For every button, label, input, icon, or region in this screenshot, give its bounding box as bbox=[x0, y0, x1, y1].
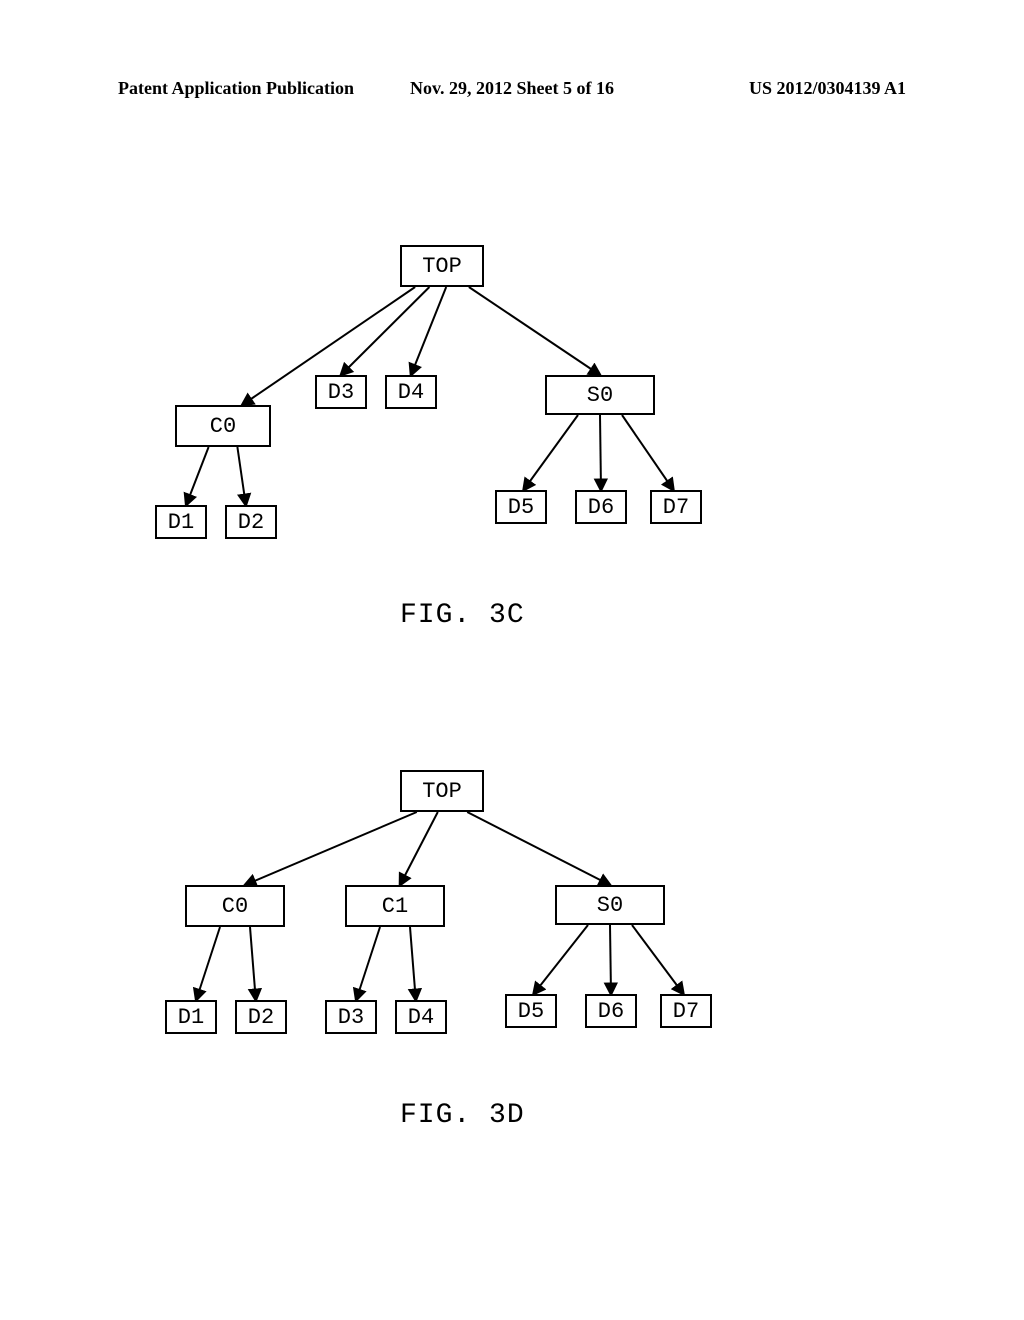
tree-edge bbox=[600, 415, 601, 490]
tree-node-c1: C1 bbox=[345, 885, 445, 927]
header-right: US 2012/0304139 A1 bbox=[749, 78, 906, 99]
tree-node-s0: S0 bbox=[555, 885, 665, 925]
tree-edge bbox=[237, 447, 245, 505]
tree-node-d5: D5 bbox=[505, 994, 557, 1028]
tree-node-top: TOP bbox=[400, 245, 484, 287]
tree-edge bbox=[341, 287, 429, 375]
tree-edge bbox=[245, 812, 417, 885]
tree-node-d6: D6 bbox=[585, 994, 637, 1028]
tree-edge bbox=[534, 925, 588, 994]
tree-edge bbox=[250, 927, 256, 1000]
tree-node-c0: C0 bbox=[175, 405, 271, 447]
tree-node-s0: S0 bbox=[545, 375, 655, 415]
tree-node-d2: D2 bbox=[225, 505, 277, 539]
page: Patent Application Publication Nov. 29, … bbox=[0, 0, 1024, 1320]
tree-node-d5: D5 bbox=[495, 490, 547, 524]
tree-node-d1: D1 bbox=[155, 505, 207, 539]
tree-node-d4: D4 bbox=[385, 375, 437, 409]
tree-node-d2: D2 bbox=[235, 1000, 287, 1034]
figure-caption: FIG. 3C bbox=[400, 600, 525, 631]
tree-edge bbox=[467, 812, 610, 885]
tree-node-d6: D6 bbox=[575, 490, 627, 524]
tree-node-d1: D1 bbox=[165, 1000, 217, 1034]
tree-node-d3: D3 bbox=[315, 375, 367, 409]
tree-edge bbox=[469, 287, 600, 375]
tree-edge bbox=[400, 812, 438, 885]
tree-node-top: TOP bbox=[400, 770, 484, 812]
tree-edge bbox=[411, 287, 446, 375]
tree-edge bbox=[356, 927, 380, 1000]
tree-node-d7: D7 bbox=[650, 490, 702, 524]
tree-edge bbox=[610, 925, 611, 994]
tree-edge bbox=[410, 927, 416, 1000]
tree-node-d4: D4 bbox=[395, 1000, 447, 1034]
tree-edge bbox=[632, 925, 683, 994]
tree-edge bbox=[196, 927, 220, 1000]
tree-edge bbox=[186, 447, 208, 505]
figure-caption: FIG. 3D bbox=[400, 1100, 525, 1131]
tree-node-d7: D7 bbox=[660, 994, 712, 1028]
tree-edge bbox=[622, 415, 673, 490]
tree-node-c0: C0 bbox=[185, 885, 285, 927]
tree-edge bbox=[524, 415, 578, 490]
tree-node-d3: D3 bbox=[325, 1000, 377, 1034]
